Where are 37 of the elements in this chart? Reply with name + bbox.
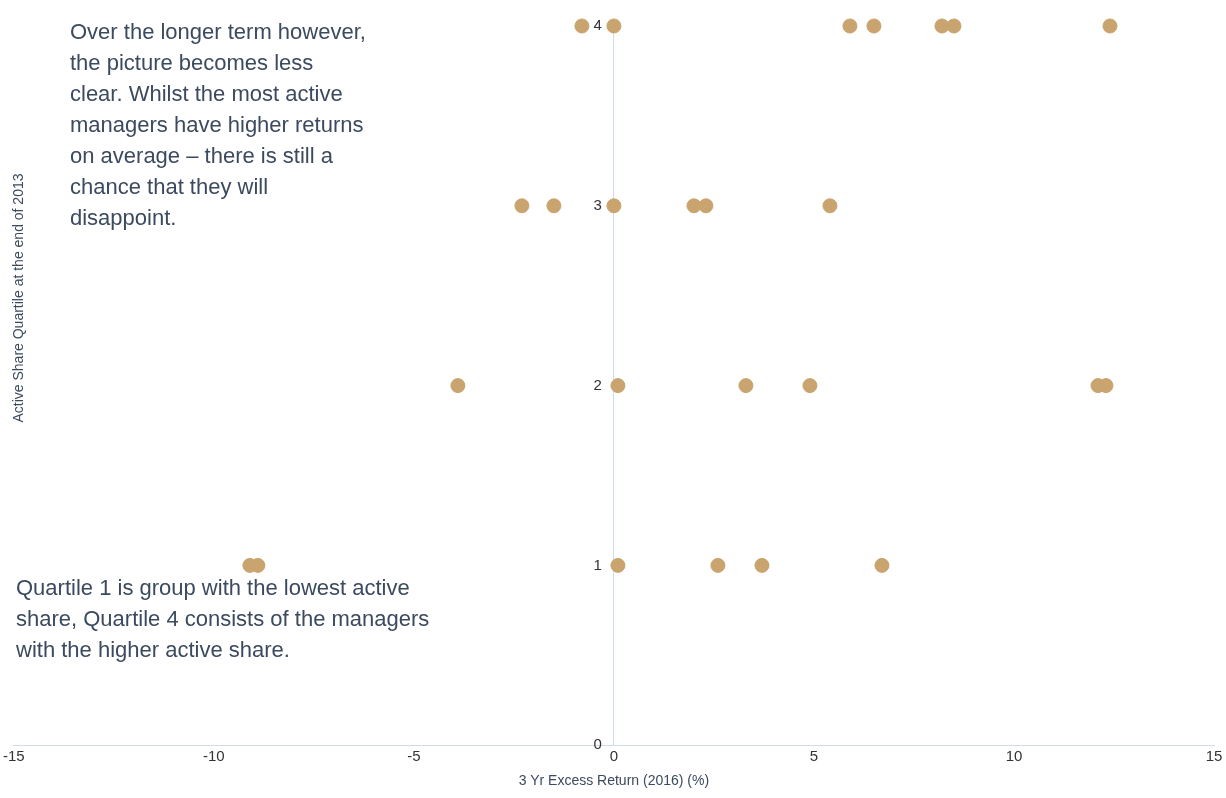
point — [574, 18, 590, 34]
y-tick-label: 2 — [593, 375, 602, 393]
point — [698, 198, 714, 214]
y-tick-label: 3 — [593, 195, 602, 213]
point — [606, 198, 622, 214]
x-axis-title: 3 Yr Excess Return (2016) (%) — [518, 772, 710, 789]
point — [1102, 18, 1118, 34]
x-tick-label: -15 — [3, 747, 25, 765]
y-tick-label: 0 — [593, 735, 602, 753]
annotation: Over the longer term however, the picture becomes less clear. Whilst the most active managers have higher returns on average – there is still a chance that they will disappoint. — [70, 18, 367, 232]
x-tick-label: -5 — [407, 747, 421, 765]
point — [842, 18, 858, 34]
point — [450, 378, 466, 394]
x-tick-label: 5 — [809, 747, 819, 765]
point — [546, 198, 562, 214]
point — [754, 557, 770, 573]
point — [710, 557, 726, 573]
point — [822, 198, 838, 214]
x-tick-label: 15 — [1205, 747, 1223, 765]
point — [934, 18, 950, 34]
point — [610, 557, 626, 573]
y-tick-label: 4 — [593, 16, 602, 34]
x-tick-label: 0 — [609, 747, 619, 765]
point — [606, 18, 622, 34]
y-axis-title: Active Share Quartile at the end of 2013 — [10, 172, 26, 425]
point — [686, 198, 702, 214]
point — [866, 18, 882, 34]
point — [610, 378, 626, 394]
annotation: Quartile 1 is group with the lowest active share, Quartile 4 consists of the managers with the higher active share. — [16, 574, 431, 664]
point — [802, 378, 818, 394]
point — [514, 198, 530, 214]
x-tick-label: -10 — [203, 747, 225, 765]
point — [738, 378, 754, 394]
point — [874, 557, 890, 573]
x-tick-label: 10 — [1005, 747, 1023, 765]
point — [946, 18, 962, 34]
y-tick-label: 1 — [593, 555, 602, 573]
